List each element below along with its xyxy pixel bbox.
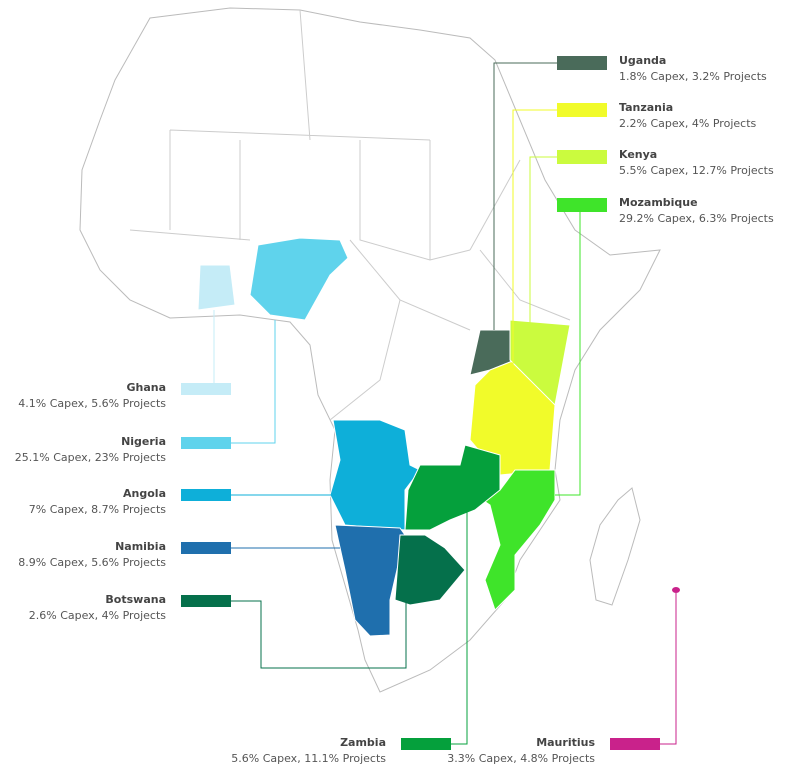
country-shape [334,524,406,637]
country-detail: 2.2% Capex, 4% Projects [619,117,757,130]
country-detail: 5.6% Capex, 11.1% Projects [231,752,386,765]
country-name: Mozambique [619,196,698,209]
country-shape [394,534,466,606]
legend-swatch [181,489,231,501]
leader-line [231,600,407,669]
leader-line [493,62,557,330]
country-detail: 4.1% Capex, 5.6% Projects [18,397,166,410]
legend-swatch [610,738,660,750]
country-name: Tanzania [619,101,673,114]
country-name: Angola [123,487,166,500]
country-name: Botswana [105,593,166,606]
country-name: Uganda [619,54,666,67]
country-detail: 3.3% Capex, 4.8% Projects [447,752,595,765]
country-name: Zambia [340,736,386,749]
country-shape [197,264,236,311]
country-detail: 1.8% Capex, 3.2% Projects [619,70,767,83]
country-name: Kenya [619,148,657,161]
legend-swatch [181,542,231,554]
legend-swatch [181,437,231,449]
leader-line [555,212,581,496]
leader-line [660,593,677,745]
country-shape [329,419,421,531]
country-detail: 8.9% Capex, 5.6% Projects [18,556,166,569]
leader-line [529,156,557,330]
leader-line [512,109,557,380]
country-name: Mauritius [536,736,595,749]
legend-swatch [557,198,607,212]
internal-borders [129,9,571,421]
country-shape [404,444,501,531]
legend-swatch [557,150,607,164]
leader-line [451,510,468,745]
country-detail: 7% Capex, 8.7% Projects [29,503,167,516]
country-name: Ghana [126,381,166,394]
legend-swatch [557,56,607,70]
country-shape [509,319,571,407]
country-shape [249,237,349,321]
leader-line [231,320,276,444]
country-detail: 2.6% Capex, 4% Projects [29,609,167,622]
country-detail: 25.1% Capex, 23% Projects [15,451,167,464]
country-name: Nigeria [121,435,166,448]
country-detail: 29.2% Capex, 6.3% Projects [619,212,774,225]
legend-swatch [181,383,231,395]
madagascar [589,487,641,606]
legend-swatch [557,103,607,117]
legend-swatch [181,595,231,607]
country-shape [672,587,680,593]
country-name: Namibia [115,540,166,553]
country-detail: 5.5% Capex, 12.7% Projects [619,164,774,177]
legend-swatch [401,738,451,750]
